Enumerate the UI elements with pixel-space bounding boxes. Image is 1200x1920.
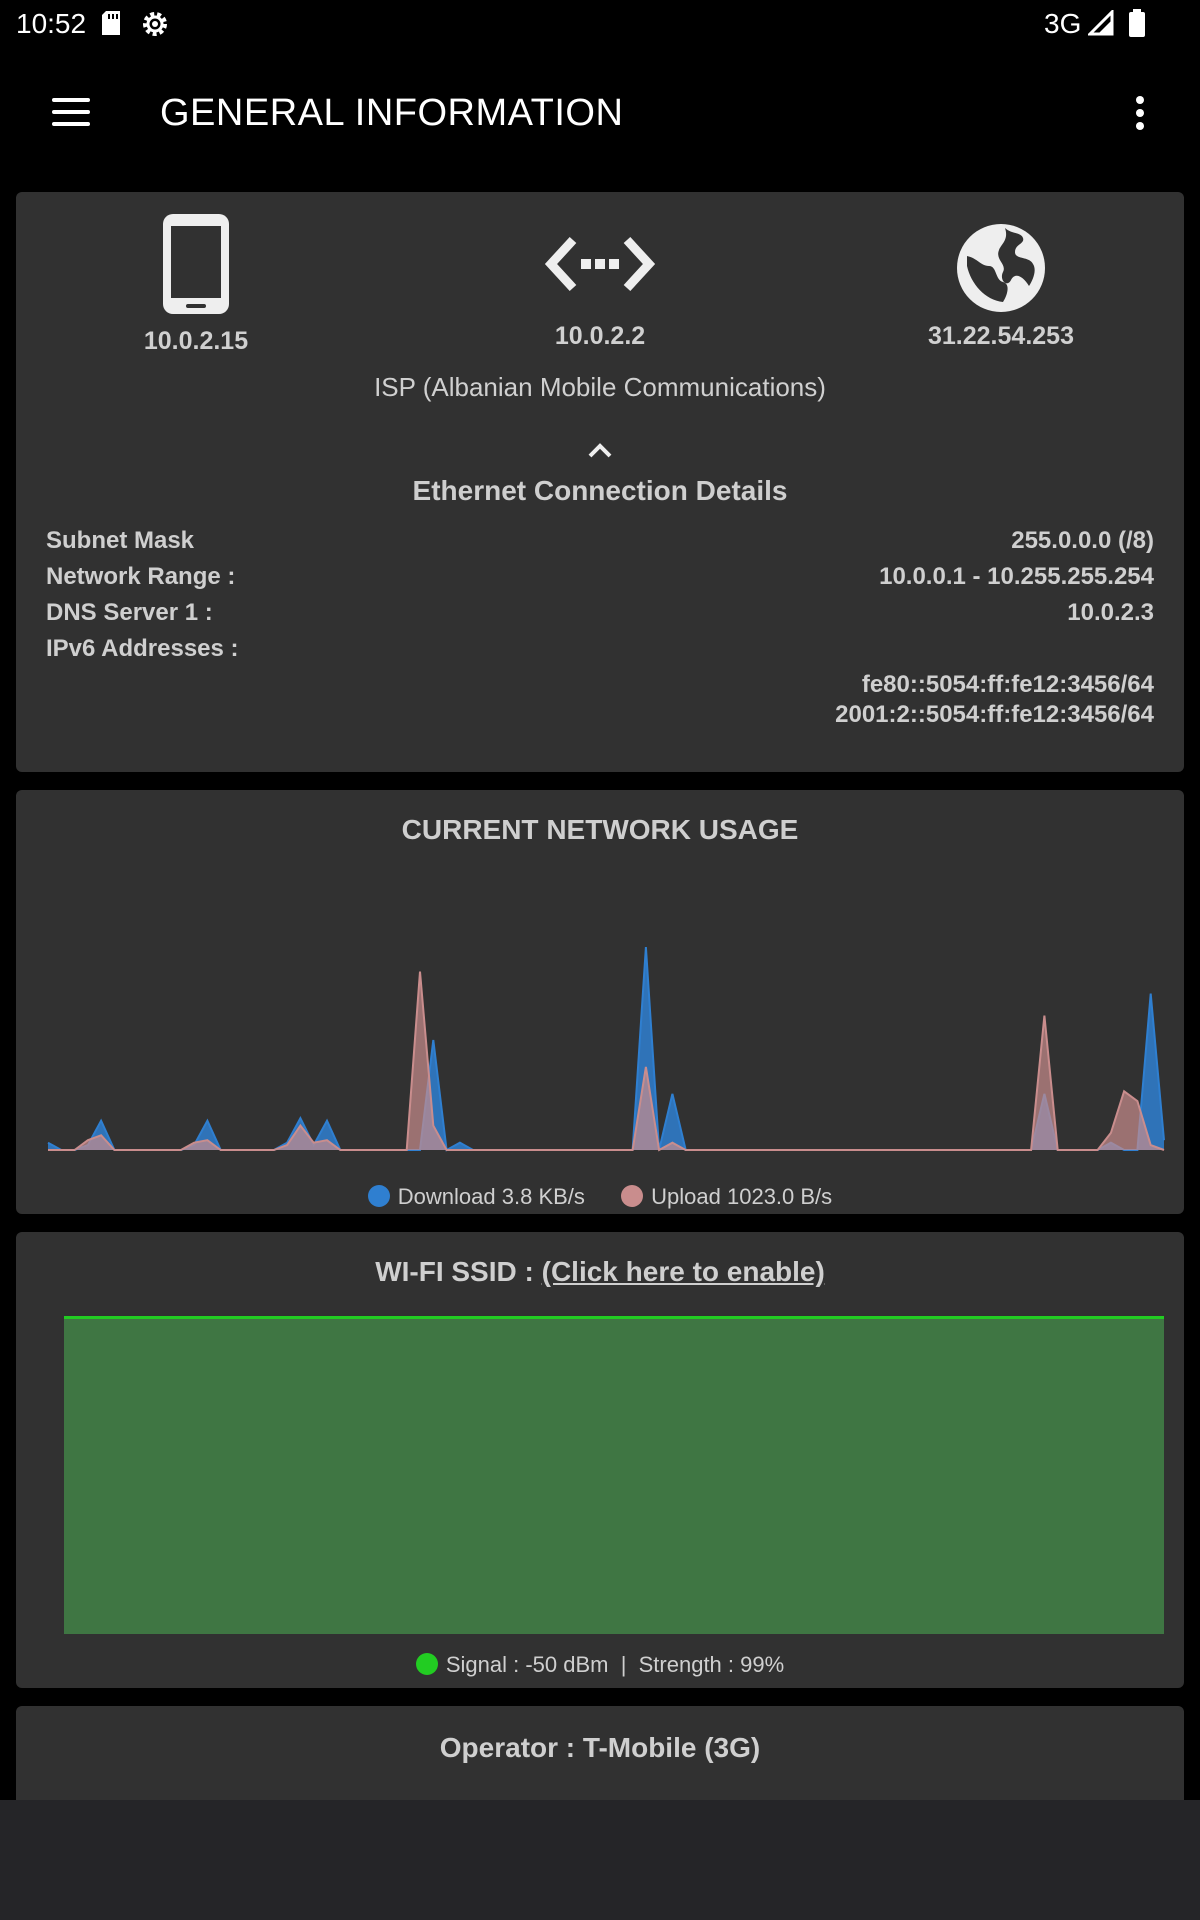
operator-card: Operator : T-Mobile (3G) (16, 1706, 1184, 1806)
battery-icon (1128, 9, 1146, 44)
chevron-up-icon[interactable] (580, 438, 620, 462)
wifi-card: WI-FI SSID : (Click here to enable) Sign… (16, 1232, 1184, 1688)
series-download-area (48, 947, 1164, 1150)
isp-label: ISP (Albanian Mobile Communications) (374, 372, 826, 402)
device-ip: 10.0.2.15 (143, 327, 249, 355)
wifi-signal-legend: Signal : -50 dBm | Strength : 99% (16, 1652, 1184, 1678)
network-range-value: 10.0.0.1 - 10.255.255.254 (879, 563, 1154, 590)
gear-icon (140, 9, 170, 46)
series-download-line (47, 947, 1165, 1152)
menu-icon[interactable] (42, 88, 102, 136)
sd-card-icon (100, 10, 122, 43)
download-legend-label: Download 3.8 KB/s (397, 1184, 585, 1209)
dns1-value: 10.0.2.3 (1067, 599, 1154, 626)
wifi-ssid-title: WI-FI SSID : (Click here to enable) (16, 1256, 1184, 1288)
smartphone-icon (56, 212, 336, 321)
dns1-label: DNS Server 1 : (46, 599, 213, 626)
wifi-ssid-label: WI-FI SSID : (375, 1256, 542, 1287)
wifi-signal-fill (64, 1316, 1164, 1634)
settings-ethernet-icon (460, 212, 740, 316)
public-ip: 31.22.54.253 (928, 322, 1074, 350)
connection-card: 10.0.2.15 10.0.2.2 31.22.54.253 ISP (Alb… (16, 192, 1184, 772)
device-column: 10.0.2.15 (56, 212, 336, 356)
gateway-ip: 10.0.2.2 (554, 322, 646, 350)
enable-wifi-link[interactable]: (Click here to enable) (541, 1256, 825, 1287)
status-time: 10:52 (16, 8, 87, 39)
series-upload-line (48, 971, 1165, 1152)
public-column: 31.22.54.253 (861, 212, 1141, 351)
network-usage-chart (47, 947, 1165, 1152)
app-toolbar: GENERAL INFORMATION (0, 50, 1200, 174)
upload-legend-label: Upload 1023.0 B/s (651, 1184, 833, 1209)
subnet-mask-value: 255.0.0.0 (/8) (1011, 527, 1154, 554)
gateway-column: 10.0.2.2 (460, 212, 740, 351)
network-type: 3G (1044, 8, 1082, 39)
status-bar: 10:52 3G (0, 0, 1200, 50)
ipv6-label: IPv6 Addresses : (46, 635, 239, 662)
more-vert-icon[interactable] (1120, 88, 1160, 138)
network-usage-legend: Download 3.8 KB/s Upload 1023.0 B/s (16, 1184, 1184, 1210)
ethernet-details-title: Ethernet Connection Details (412, 475, 788, 506)
series-upload-area (48, 971, 1164, 1150)
bottom-area (0, 1800, 1200, 1920)
signal-icon (1086, 8, 1114, 43)
globe-icon (861, 212, 1141, 316)
network-usage-title: CURRENT NETWORK USAGE (401, 814, 799, 845)
wifi-signal-text: Signal : -50 dBm | Strength : 99% (445, 1652, 785, 1677)
ipv6-address-1: fe80::5054:ff:fe12:3456/64 (861, 671, 1154, 698)
wifi-signal-chart (64, 1316, 1164, 1634)
upload-legend-dot (621, 1185, 644, 1207)
ipv6-address-2: 2001:2::5054:ff:fe12:3456/64 (835, 701, 1154, 728)
download-legend-dot (367, 1185, 390, 1207)
page-title: GENERAL INFORMATION (160, 92, 624, 134)
operator-title: Operator : T-Mobile (3G) (439, 1732, 761, 1763)
signal-legend-dot (415, 1653, 438, 1675)
subnet-mask-label: Subnet Mask (46, 527, 195, 554)
network-usage-card: CURRENT NETWORK USAGE Download 3.8 KB/s … (16, 790, 1184, 1214)
network-range-label: Network Range : (46, 563, 236, 590)
